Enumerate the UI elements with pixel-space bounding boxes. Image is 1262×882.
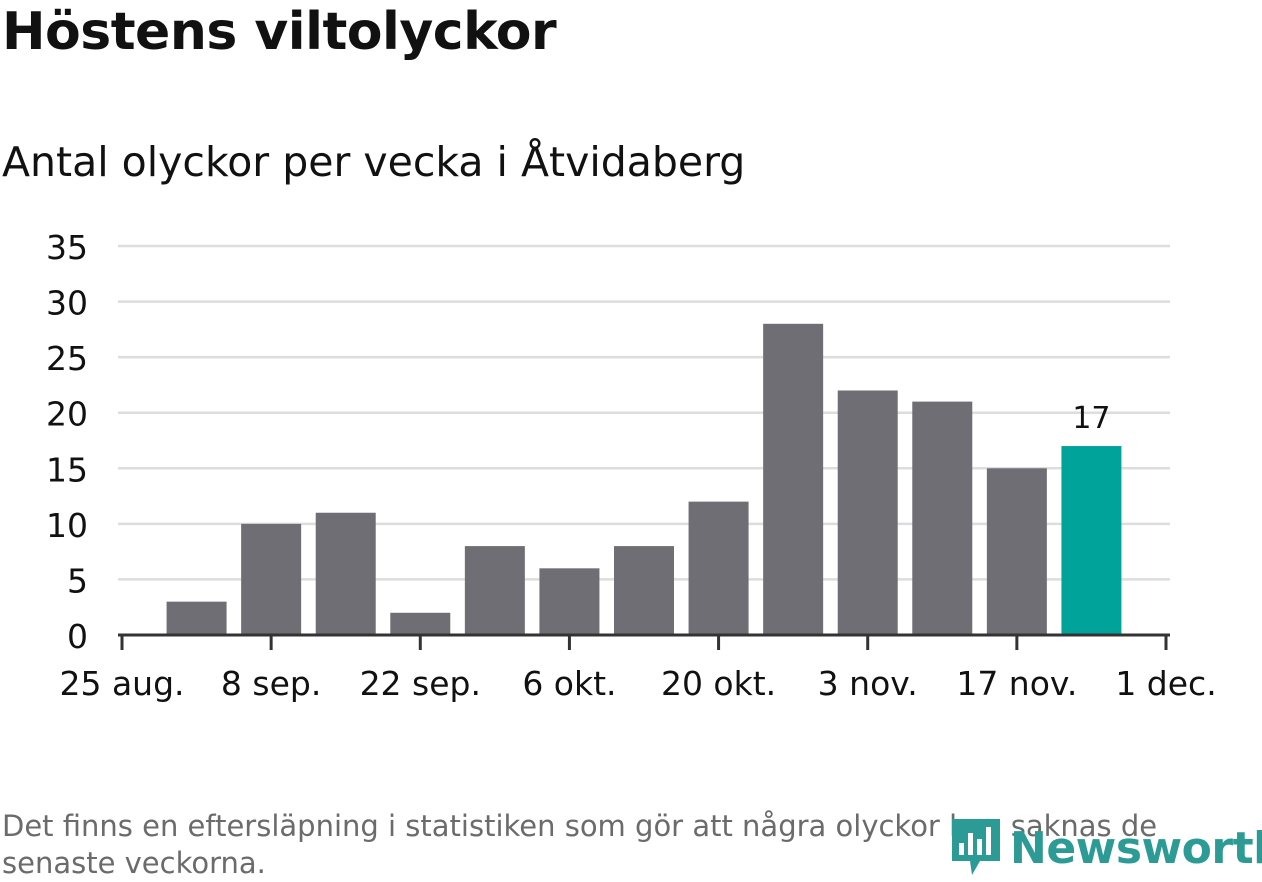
bar-week-8 xyxy=(688,501,749,635)
data-label-13: 17 xyxy=(1072,401,1110,436)
y-tick-label-35: 35 xyxy=(46,228,88,267)
y-tick-label-25: 25 xyxy=(46,339,88,378)
x-tick-label-4: 20 okt. xyxy=(661,664,776,703)
bar-week-10 xyxy=(837,390,898,635)
x-tick-label-0: 25 aug. xyxy=(59,664,184,703)
bar-week-4 xyxy=(390,612,451,635)
y-tick-label-20: 20 xyxy=(46,395,88,434)
bar-week-13 xyxy=(1061,446,1122,635)
x-tick-label-7: 1 dec. xyxy=(1115,664,1216,703)
bar-week-11 xyxy=(912,401,973,635)
y-tick-label-15: 15 xyxy=(46,450,88,489)
x-tick-label-2: 22 sep. xyxy=(360,664,481,703)
newsworthy-logo: Newsworthy xyxy=(950,816,1262,880)
newsworthy-logo-icon xyxy=(952,819,1000,875)
bar-week-2 xyxy=(241,523,302,635)
bar-week-12 xyxy=(986,468,1047,635)
y-tick-label-0: 0 xyxy=(67,617,88,656)
x-tick-label-1: 8 sep. xyxy=(221,664,321,703)
chart-title: Höstens viltolyckor xyxy=(2,2,557,62)
bar-week-7 xyxy=(614,546,674,635)
x-tick-label-6: 17 nov. xyxy=(956,664,1077,703)
y-tick-label-30: 30 xyxy=(46,284,88,323)
bar-week-9 xyxy=(763,323,824,635)
bar-week-5 xyxy=(464,546,525,635)
chart-subtitle: Antal olyckor per vecka i Åtvidaberg xyxy=(2,138,746,186)
y-tick-label-10: 10 xyxy=(46,506,88,545)
bar-week-6 xyxy=(539,568,600,635)
y-tick-label-5: 5 xyxy=(67,561,88,600)
x-tick-label-3: 6 okt. xyxy=(522,664,616,703)
bar-week-1 xyxy=(166,601,227,635)
logo-text: Newsworthy xyxy=(1010,822,1262,874)
x-tick-label-5: 3 nov. xyxy=(818,664,918,703)
bar-week-3 xyxy=(315,512,376,635)
